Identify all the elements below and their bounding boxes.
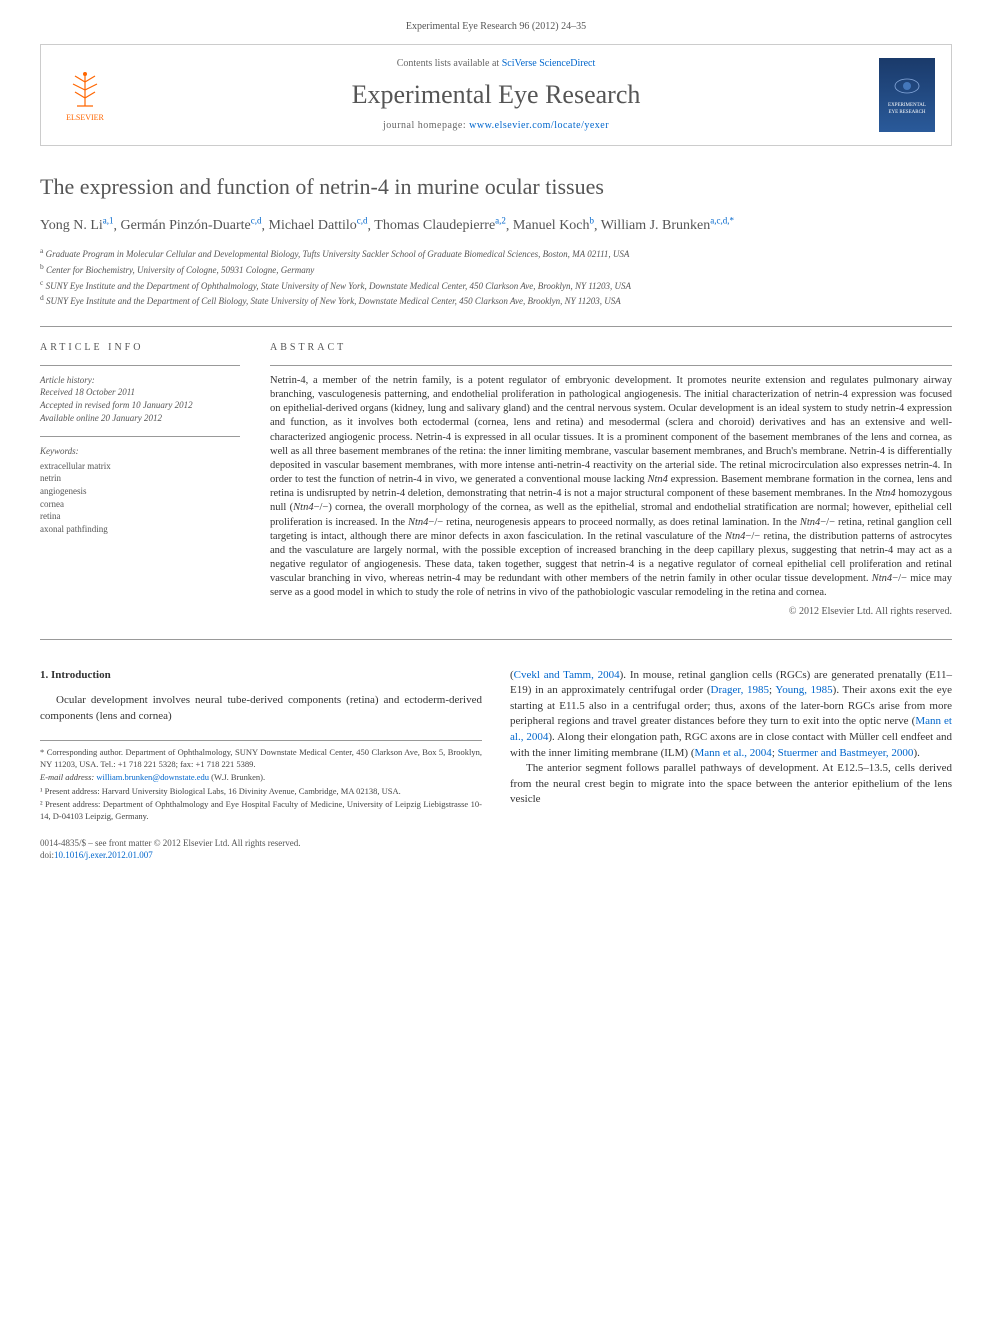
footnote-addr1: ¹ Present address: Harvard University Bi… — [40, 786, 482, 797]
ref-young[interactable]: Young, 1985 — [775, 684, 832, 696]
p2-g: ). — [913, 747, 919, 759]
intro-heading: 1. Introduction — [40, 668, 482, 684]
info-hr-1 — [40, 365, 240, 366]
keyword-item: extracellular matrix — [40, 460, 240, 473]
journal-cover-thumb: EXPERIMENTAL EYE RESEARCH — [879, 58, 935, 132]
email-suffix: (W.J. Brunken). — [209, 772, 265, 782]
author-aff: a,2 — [495, 216, 506, 226]
cover-eye-icon — [893, 74, 921, 98]
contents-line: Contents lists available at SciVerse Sci… — [129, 57, 863, 71]
ref-cvekl[interactable]: Cvekl and Tamm, 2004 — [514, 669, 620, 681]
article-info-heading: ARTICLE INFO — [40, 341, 240, 355]
journal-homepage: journal homepage: www.elsevier.com/locat… — [129, 119, 863, 133]
affiliation: a Graduate Program in Molecular Cellular… — [40, 246, 952, 261]
header-center: Contents lists available at SciVerse Sci… — [129, 57, 863, 133]
intro-p2: (Cvekl and Tamm, 2004). In mouse, retina… — [510, 668, 952, 762]
keywords-label: Keywords: — [40, 445, 240, 458]
ref-drager[interactable]: Drager, 1985 — [711, 684, 770, 696]
doi-link[interactable]: 10.1016/j.exer.2012.01.007 — [54, 850, 153, 860]
author: Thomas Claudepierrea,2 — [374, 218, 506, 233]
abstract-text: Netrin-4, a member of the netrin family,… — [270, 374, 952, 601]
abstract-copyright: © 2012 Elsevier Ltd. All rights reserved… — [270, 605, 952, 619]
abstract-block: ABSTRACT Netrin-4, a member of the netri… — [270, 341, 952, 619]
affiliations: a Graduate Program in Molecular Cellular… — [40, 246, 952, 307]
history-label: Article history: — [40, 374, 240, 387]
elsevier-label: ELSEVIER — [66, 112, 104, 123]
affiliation: b Center for Biochemistry, University of… — [40, 262, 952, 277]
info-hr-2 — [40, 436, 240, 437]
intro-p1: Ocular development involves neural tube-… — [40, 693, 482, 724]
abstract-hr — [270, 365, 952, 366]
author-aff: c,d — [357, 216, 368, 226]
homepage-link[interactable]: www.elsevier.com/locate/yexer — [469, 120, 609, 131]
citation-line: Experimental Eye Research 96 (2012) 24–3… — [40, 20, 952, 34]
footnote-corresponding: * Corresponding author. Department of Op… — [40, 747, 482, 770]
author-aff: c,d — [251, 216, 262, 226]
author-aff: a,1 — [103, 216, 114, 226]
footer-left: 0014-4835/$ – see front matter © 2012 El… — [40, 838, 301, 861]
keyword-item: netrin — [40, 472, 240, 485]
intro-p3: The anterior segment follows parallel pa… — [510, 761, 952, 808]
keywords-block: Keywords: extracellular matrixnetrinangi… — [40, 445, 240, 535]
elsevier-tree-icon — [63, 68, 107, 112]
doi-label: doi: — [40, 850, 54, 860]
affiliation: c SUNY Eye Institute and the Department … — [40, 278, 952, 293]
keyword-item: retina — [40, 510, 240, 523]
journal-name: Experimental Eye Research — [129, 77, 863, 113]
email-link[interactable]: william.brunken@downstate.edu — [96, 772, 209, 782]
keyword-item: cornea — [40, 498, 240, 511]
column-right: (Cvekl and Tamm, 2004). In mouse, retina… — [510, 668, 952, 825]
author: Michael Dattiloc,d — [269, 218, 368, 233]
article-history: Article history: Received 18 October 201… — [40, 374, 240, 424]
divider-bottom — [40, 639, 952, 640]
authors-list: Yong N. Lia,1, Germán Pinzón-Duartec,d, … — [40, 215, 952, 237]
divider-top — [40, 326, 952, 327]
ref-stuermer[interactable]: Stuermer and Bastmeyer, 2000 — [778, 747, 914, 759]
elsevier-logo: ELSEVIER — [57, 63, 113, 127]
abstract-heading: ABSTRACT — [270, 341, 952, 355]
footnote-addr2: ² Present address: Department of Ophthal… — [40, 799, 482, 822]
author: William J. Brunkena,c,d,* — [601, 218, 734, 233]
footer-issn: 0014-4835/$ – see front matter © 2012 El… — [40, 838, 301, 850]
column-left: 1. Introduction Ocular development invol… — [40, 668, 482, 825]
history-received: Received 18 October 2011 — [40, 386, 240, 399]
ref-mann2[interactable]: Mann et al., 2004 — [695, 747, 772, 759]
author: Yong N. Lia,1 — [40, 218, 114, 233]
info-abstract-row: ARTICLE INFO Article history: Received 1… — [40, 341, 952, 619]
sciencedirect-link[interactable]: SciVerse ScienceDirect — [502, 58, 596, 69]
page-footer: 0014-4835/$ – see front matter © 2012 El… — [40, 838, 952, 861]
cover-title: EXPERIMENTAL EYE RESEARCH — [883, 102, 931, 116]
email-label: E-mail address: — [40, 772, 96, 782]
keywords-list: extracellular matrixnetrinangiogenesisco… — [40, 460, 240, 536]
affiliation: d SUNY Eye Institute and the Department … — [40, 293, 952, 308]
body-columns: 1. Introduction Ocular development invol… — [40, 668, 952, 825]
footnotes: * Corresponding author. Department of Op… — [40, 740, 482, 822]
footer-doi: doi:10.1016/j.exer.2012.01.007 — [40, 850, 301, 862]
footnote-email: E-mail address: william.brunken@downstat… — [40, 772, 482, 783]
keyword-item: axonal pathfinding — [40, 523, 240, 536]
author: Manuel Kochb — [513, 218, 594, 233]
history-online: Available online 20 January 2012 — [40, 412, 240, 425]
contents-prefix: Contents lists available at — [397, 58, 502, 69]
author-aff: a,c,d,* — [710, 216, 734, 226]
article-info: ARTICLE INFO Article history: Received 1… — [40, 341, 240, 619]
author-aff: b — [590, 216, 595, 226]
homepage-prefix: journal homepage: — [383, 120, 469, 131]
journal-header: ELSEVIER Contents lists available at Sci… — [40, 44, 952, 146]
author: Germán Pinzón-Duartec,d — [121, 218, 262, 233]
article-title: The expression and function of netrin-4 … — [40, 174, 952, 200]
keyword-item: angiogenesis — [40, 485, 240, 498]
history-accepted: Accepted in revised form 10 January 2012 — [40, 399, 240, 412]
